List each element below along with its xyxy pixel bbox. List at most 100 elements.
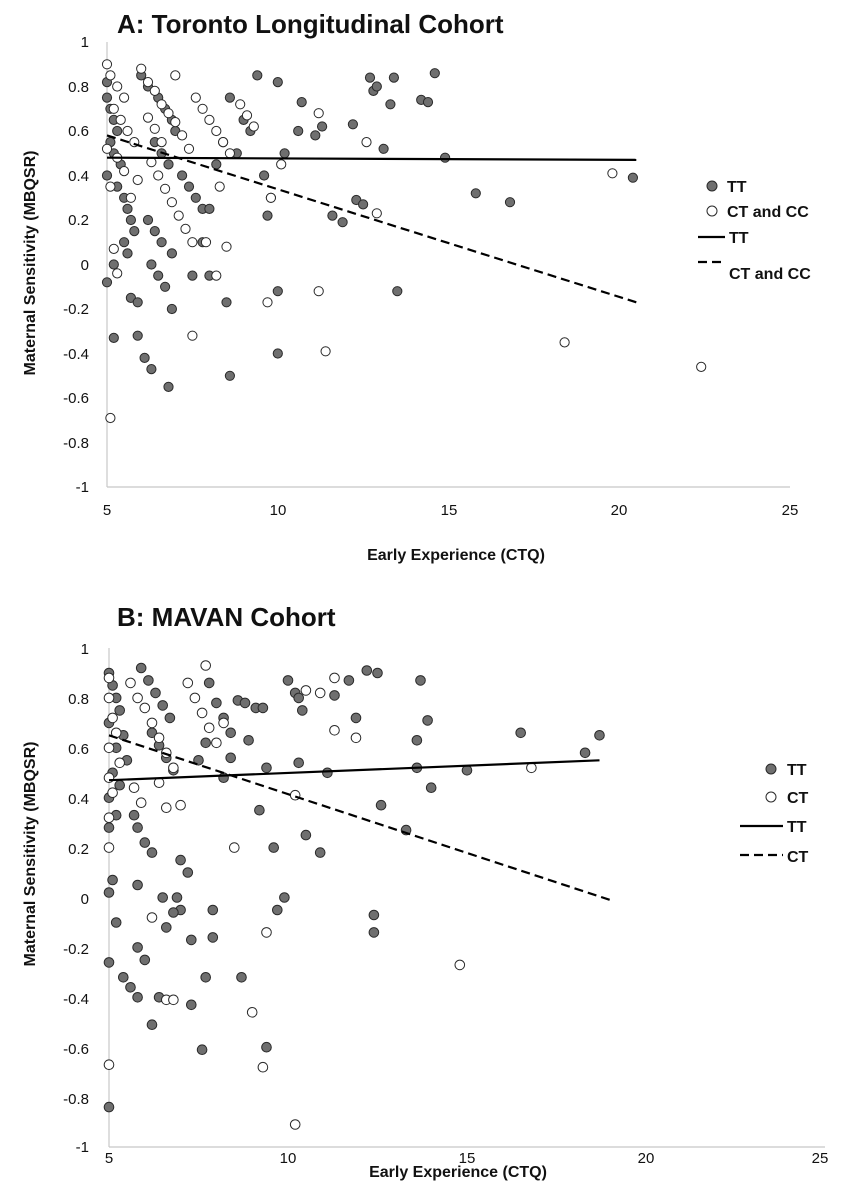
panel-b-tt-point [146,847,158,858]
panel-a-tt-point [132,297,143,308]
panel-a-tt-point [347,119,358,130]
panel-a-ct-point [248,121,259,132]
panel-a-y-tick: -0.4 [63,346,89,363]
panel-a-ct-point [361,137,372,148]
panel-b-tt-point [368,909,380,921]
panel-a-tt-point [125,214,136,226]
panel-b-tt-point [422,715,433,726]
legend-tt-label: TT [727,179,747,196]
panel-a-tt-point [122,203,133,214]
panel-a-tt-point [440,152,451,163]
panel-b-ct-point [300,685,312,696]
panel-a-tt-point [422,97,434,108]
panel-b-tt-point [196,1044,208,1055]
panel-a-tt-point [252,70,263,81]
panel-a-x-tick: 20 [611,502,628,519]
panel-b-ct-point [103,742,115,754]
panel-b-ct-point [289,1119,301,1130]
panel-a-x-ticks: 5 10 15 20 25 [103,502,799,519]
panel-b-tt-point [239,697,251,709]
panel-b-tt-point [411,735,423,746]
panel-a-ct-point [105,412,116,424]
panel-b-ct-point [135,797,147,809]
panel-a-tt-point [149,226,160,237]
panel-a-y-tick: 0.6 [68,123,89,140]
panel-b-y-ticks: 1 0.8 0.6 0.4 0.2 0 -0.2 -0.4 -0.6 -0.8 … [63,641,89,1156]
panel-b-ct-point [146,717,158,729]
panel-b-y-tick: 0.6 [68,741,89,758]
panel-b-tt-point [128,809,140,821]
panel-b-y-tick: -1 [76,1139,89,1156]
panel-b-tt-point [186,934,197,946]
panel-a-ct-point [200,237,212,248]
panel-a-ct-point [119,92,130,103]
panel-a-ct-trendline [106,134,637,304]
panel-a-tt-point [388,72,399,83]
panel-a-ct-point [142,77,154,88]
panel-b-plot-area [103,660,611,1130]
panel-a-x-tick: 15 [441,502,458,519]
panel-b-tt-point [225,727,236,739]
panel-a-tt-point [327,210,338,221]
panel-b-ct-point [153,732,165,744]
panel-a-ct-point [173,210,184,221]
panel-a-tt-point [429,68,440,79]
panel-a-tt-point [101,277,113,288]
panel-a-tt-point [190,192,201,203]
panel-b-ct-point [203,722,215,734]
panel-b-ct-point [114,757,125,769]
panel-a-ct-point [221,241,232,252]
panel-a-tt-point [166,248,177,259]
panel-b-tt-point [425,782,437,794]
panel-b-y-tick: 0.8 [68,691,89,708]
panel-b-ct-point [161,802,172,814]
panel-a-ct-point [119,166,130,177]
panel-a-ct-point [163,108,174,119]
panel-b-tt-point [103,887,115,898]
panel-b-ct-point [146,912,158,923]
panel-a-ct-point [371,208,382,219]
panel-b-y-tick: -0.4 [63,991,89,1008]
panel-b-y-tick: -0.2 [63,941,89,958]
legend-ct-cc-label: CT and CC [727,204,809,221]
legend-ct-cc-trend-label: CT and CC [729,266,811,283]
panel-b-tt-point [279,892,290,903]
panel-a-ct-point [204,114,215,126]
panel-a-ct-point [142,112,154,123]
panel-b-tt-point [150,687,161,699]
panel-a-legend: TT CT and CC TT CT and CC [698,179,811,283]
panel-a-ct-point [105,181,116,192]
panel-b-tt-point [314,847,326,858]
panel-a-ct-point [211,270,222,281]
panel-a-tt-point [146,364,157,375]
panel-a-tt-point [163,159,174,170]
panel-b-tt-point [461,765,473,776]
panel-b-x-axis-title: Early Experience (CTQ) [369,1164,547,1181]
panel-a-y-tick: -0.2 [63,301,89,318]
panel-b-ct-point [139,702,151,714]
panel-b-ct-point [103,812,115,824]
panel-a-ct-point [149,123,160,134]
panel-b-tt-point [110,917,122,928]
panel-b-tt-point [103,1101,115,1113]
panel-a-ct-point [153,170,164,181]
legend-tt-label: TT [787,762,807,779]
panel-a-ct-point [170,117,181,128]
panel-a-ct-point [160,183,171,194]
panel-b-ct-point [189,692,201,704]
legend-tt-trend-label: TT [729,230,749,247]
panel-b-ct-point [261,927,272,938]
panel-b-tt-point [193,755,204,766]
panel-a-tt-point [224,92,235,103]
panel-a-ct-point [115,114,126,126]
panel-a-plot-area [101,59,707,424]
panel-a-ct-point [122,125,133,137]
panel-b-tt-point [272,904,283,916]
panel-a-tt-point [259,170,270,181]
panel-b-tt-point [139,837,151,848]
panel-a-tt-point [392,286,403,297]
panel-b-tt-point [125,982,136,993]
panel-a-ct-point [211,125,222,137]
panel-b-tt-point [132,942,143,953]
